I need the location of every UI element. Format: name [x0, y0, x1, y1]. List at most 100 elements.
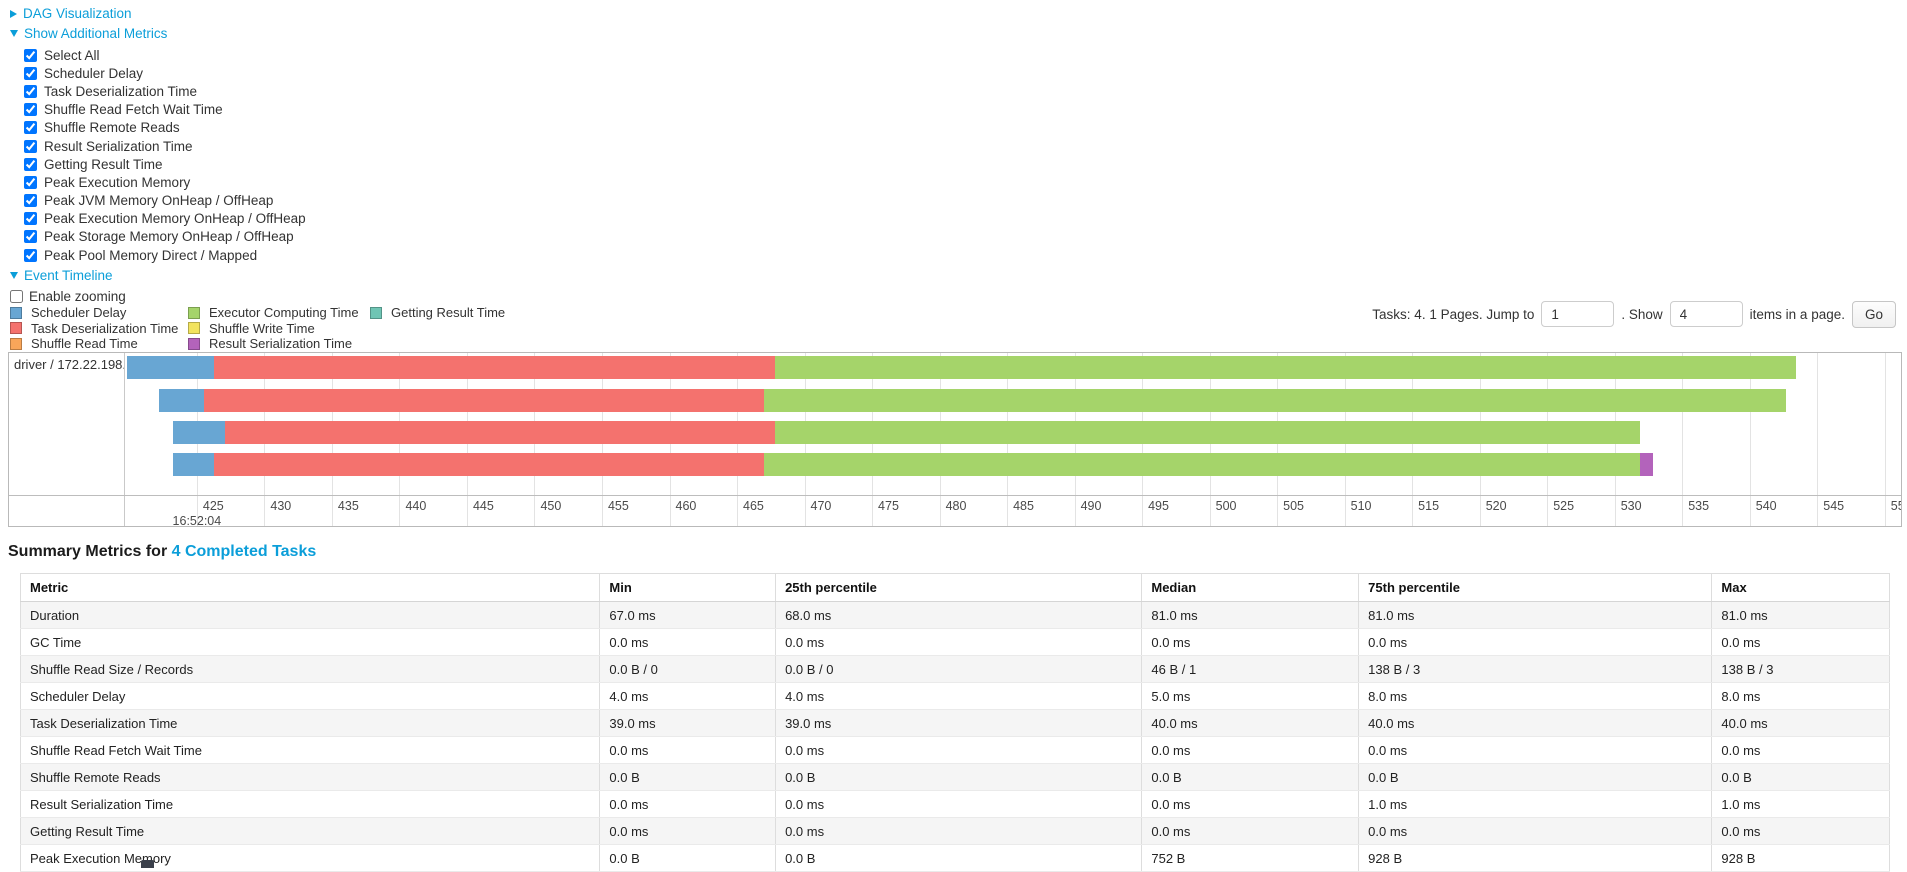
timeline-tick-label: 490: [1080, 499, 1102, 513]
summary-table-row: Shuffle Remote Reads 0.0 B 0.0 B 0.0 B 0.0 B…: [19, 763, 1890, 791]
go-button[interactable]: Go: [1851, 300, 1896, 328]
summary-metric-value: 0.0 ms: [1358, 817, 1713, 845]
expanded-arrow-icon: [10, 272, 18, 280]
summary-metric-value: 0.0 B: [599, 844, 777, 872]
metric-checkbox-label: Peak Execution Memory: [44, 174, 191, 190]
summary-metric-name: Scheduler Delay: [19, 682, 601, 710]
dag-visualization-toggle[interactable]: DAG Visualization: [10, 6, 306, 21]
summary-metric-value: 0.0 ms: [1711, 736, 1890, 764]
task-bar-executor-computing[interactable]: [764, 453, 1641, 476]
metric-checkbox-row: Peak Pool Memory Direct / Mapped: [24, 246, 306, 264]
legend-item: Scheduler Delay: [10, 305, 178, 321]
executor-row-label: driver / 172.22.198.104: [14, 357, 124, 372]
legend-item: Getting Result Time: [370, 305, 505, 321]
metric-checkbox-row: Select All: [24, 46, 306, 64]
legend-label: Task Deserialization Time: [31, 320, 179, 336]
event-timeline-toggle[interactable]: Event Timeline: [10, 268, 306, 283]
summary-metric-value: 0.0 ms: [775, 736, 1143, 764]
task-bar-scheduler-delay[interactable]: [126, 356, 215, 379]
metric-checkbox-label: Task Deserialization Time: [44, 83, 198, 99]
task-deserialization-swatch-icon: [10, 322, 22, 335]
timeline-plot-area: 425 430 435 440 445 450 455 460 465 470 475 480 485 4…: [126, 353, 1901, 526]
task-bar-result-serialization[interactable]: [1640, 453, 1653, 476]
metric-checkbox-8[interactable]: [24, 194, 37, 208]
metric-checkbox-2[interactable]: [24, 84, 37, 98]
metric-checkbox-row: Peak Execution Memory: [24, 173, 306, 191]
event-timeline-label: Event Timeline: [24, 268, 113, 284]
legend-label: Scheduler Delay: [31, 305, 127, 321]
timeline-gridline: [1749, 353, 1751, 526]
legend-item: Shuffle Read Time: [10, 336, 178, 352]
summary-column-header: Metric: [19, 573, 601, 602]
enable-zooming-checkbox[interactable]: [10, 290, 23, 304]
timeline-tick-label: 535: [1688, 499, 1710, 513]
jump-to-page-input[interactable]: [1541, 301, 1615, 327]
legend-column: Scheduler Delay Task Deserialization Time…: [10, 305, 178, 352]
stage-controls: DAG Visualization Show Additional Metric…: [10, 6, 306, 305]
task-bar-executor-computing[interactable]: [774, 421, 1641, 444]
event-timeline-chart: driver / 172.22.198.104 4254304354404454…: [8, 352, 1902, 527]
completed-tasks-link[interactable]: 4 Completed Tasks: [171, 543, 317, 560]
summary-metrics-section: Summary Metrics for 4 Completed Tasks Me…: [6, 543, 1890, 872]
metric-checkbox-11[interactable]: [24, 248, 37, 262]
summary-metric-value: 0.0 ms: [599, 736, 777, 764]
summary-metric-name: Peak Execution Memory: [19, 844, 601, 872]
summary-metric-value: 0.0 ms: [775, 790, 1143, 818]
timeline-tick-label: 440: [405, 499, 427, 513]
task-bar-executor-computing[interactable]: [774, 356, 1796, 379]
executor-label-column: driver / 172.22.198.104: [9, 353, 125, 526]
metric-checkbox-7[interactable]: [24, 175, 37, 189]
timeline-tick-label: 520: [1485, 499, 1507, 513]
getting-result-swatch-icon: [370, 306, 382, 319]
metric-checkbox-label: Peak Pool Memory Direct / Mapped: [44, 247, 258, 263]
task-bar-task-deserialization[interactable]: [203, 389, 765, 412]
summary-metric-value: 39.0 ms: [775, 709, 1143, 737]
timeline-tick-label: 545: [1823, 499, 1845, 513]
timeline-tick-label: 525: [1553, 499, 1575, 513]
pagination-suffix-text: items in a page.: [1749, 306, 1845, 322]
summary-metric-value: 40.0 ms: [1711, 709, 1890, 737]
summary-metric-name: Result Serialization Time: [19, 790, 601, 818]
timeline-tick-label: 475: [878, 499, 899, 513]
metric-checkbox-5[interactable]: [24, 139, 37, 153]
metric-checkbox-9[interactable]: [24, 212, 37, 226]
summary-metric-value: 0.0 ms: [775, 628, 1143, 656]
metric-checkbox-4[interactable]: [24, 121, 37, 135]
summary-metric-name: Shuffle Read Size / Records: [19, 655, 601, 683]
task-bar-task-deserialization[interactable]: [214, 356, 775, 379]
summary-metric-value: 0.0 ms: [1141, 790, 1360, 818]
summary-metric-value: 0.0 ms: [599, 817, 777, 845]
items-per-page-input[interactable]: [1669, 301, 1743, 327]
summary-metric-name: GC Time: [19, 628, 601, 656]
summary-title-text: Summary Metrics for: [8, 543, 172, 560]
timeline-tick-label: 550: [1890, 499, 1901, 513]
summary-metric-name: Task Deserialization Time: [19, 709, 601, 737]
task-bar-scheduler-delay[interactable]: [172, 453, 215, 476]
summary-metric-value: 46 B / 1: [1141, 655, 1360, 683]
pagination-between-text: . Show: [1621, 306, 1663, 322]
legend-column: Getting Result Time: [370, 305, 505, 321]
metric-checkbox-6[interactable]: [24, 157, 37, 171]
metric-checkbox-label: Shuffle Remote Reads: [44, 120, 180, 136]
task-bar-scheduler-delay[interactable]: [159, 389, 204, 412]
summary-column-header: Median: [1141, 573, 1360, 602]
legend-item: Executor Computing Time: [188, 305, 359, 321]
summary-metric-name: Duration: [19, 601, 601, 629]
timeline-tick-label: 465: [743, 499, 764, 513]
task-bar-task-deserialization[interactable]: [214, 453, 765, 476]
show-additional-metrics-label: Show Additional Metrics: [24, 26, 168, 41]
metric-checkbox-0[interactable]: [24, 48, 37, 62]
metric-checkbox-1[interactable]: [24, 66, 37, 80]
task-bar-executor-computing[interactable]: [764, 389, 1787, 412]
metric-checkbox-3[interactable]: [24, 103, 37, 117]
summary-metric-value: 0.0 B / 0: [775, 655, 1143, 683]
metric-checkbox-10[interactable]: [24, 230, 37, 244]
summary-metric-value: 0.0 B: [1711, 763, 1890, 791]
show-additional-metrics-toggle[interactable]: Show Additional Metrics: [10, 26, 306, 41]
timeline-tick-label: 425: [202, 499, 224, 513]
timeline-tick-label: 485: [1013, 499, 1034, 513]
task-bar-task-deserialization[interactable]: [225, 421, 775, 444]
summary-table-row: Scheduler Delay 4.0 ms 4.0 ms 5.0 ms 8.0 ms 8…: [19, 682, 1890, 710]
summary-table-row: Duration 67.0 ms 68.0 ms 81.0 ms 81.0 ms 81.0…: [19, 601, 1890, 629]
task-bar-scheduler-delay[interactable]: [172, 421, 226, 444]
